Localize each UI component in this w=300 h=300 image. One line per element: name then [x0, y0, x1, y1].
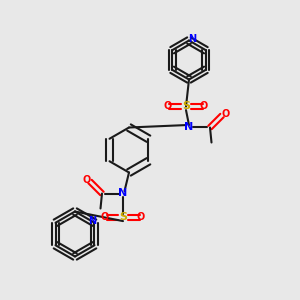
Text: N: N	[188, 34, 196, 44]
Text: N: N	[118, 188, 127, 199]
Text: S: S	[119, 212, 127, 223]
Text: N: N	[88, 216, 96, 226]
Text: O: O	[164, 101, 172, 112]
Text: O: O	[101, 212, 109, 223]
Text: N: N	[184, 122, 194, 133]
Text: O: O	[82, 175, 91, 185]
Text: O: O	[137, 212, 145, 223]
Text: O: O	[221, 109, 230, 119]
Text: O: O	[200, 101, 208, 112]
Text: S: S	[182, 101, 190, 112]
